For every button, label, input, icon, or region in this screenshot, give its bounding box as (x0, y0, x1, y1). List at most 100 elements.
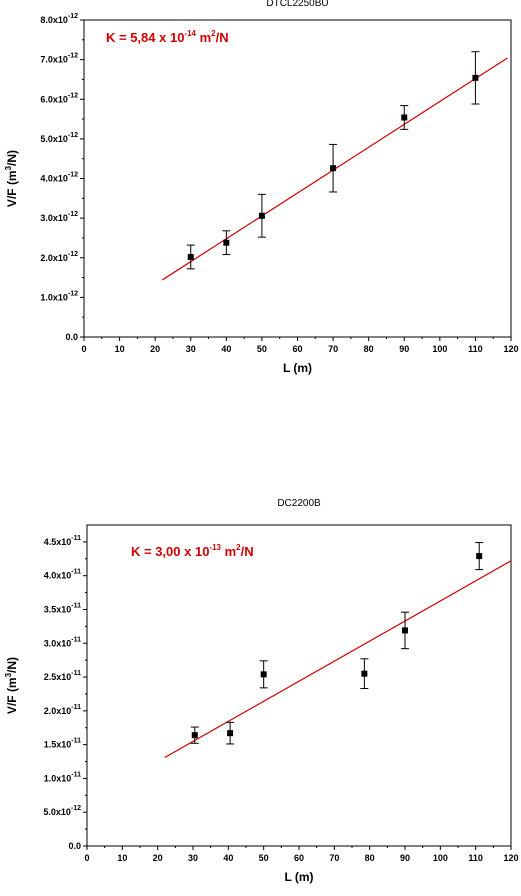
y-tick-label: 3.0x10-11 (44, 636, 81, 648)
y-tick-mantissa: 3.0x10 (40, 213, 68, 223)
y-tick-label: 3.0x10-12 (40, 211, 78, 223)
y-tick-mantissa: 2.0x10 (44, 706, 72, 716)
y-tick-mantissa: 1.0x10 (40, 292, 68, 302)
plot-frame (86, 524, 512, 847)
data-point (401, 114, 408, 121)
y-tick-label: 0.0 (65, 332, 78, 342)
k-annotation-text: K = 3,00 x 10 (131, 544, 209, 559)
data-point (476, 553, 483, 560)
y-axis-label-text: /N) (5, 150, 19, 166)
x-tick-label: 110 (468, 344, 483, 354)
x-tick-label: 70 (329, 853, 339, 863)
data-point (330, 165, 337, 172)
k-annotation-text: K = 5,84 x 10 (106, 30, 184, 45)
chart-1: DTCL2250BU 0 10 20 30 40 50 60 70 80 90 100 110 120 0.… (4, 0, 519, 375)
y-tick-label: 1.0x10-12 (40, 290, 78, 302)
x-tick-label: 120 (503, 853, 518, 863)
data-point (402, 627, 408, 634)
k-annotation-exponent: -14 (184, 29, 196, 38)
y-tick-mantissa: 5.0x10 (43, 807, 71, 817)
x-tick-label: 40 (223, 853, 233, 863)
y-tick-label: 3.5x10-11 (44, 602, 81, 614)
k-annotation: K = 5,84 x 10-14 m2/N (106, 29, 229, 45)
data-point (361, 670, 368, 677)
data-point (187, 253, 194, 260)
k-annotation-sup: 2 (236, 543, 241, 552)
k-annotation-text: /N (216, 30, 229, 45)
y-tick-label: 2.0x10-11 (44, 704, 81, 716)
y-tick-exponent: -12 (68, 290, 78, 297)
y-tick-exponent: -12 (68, 251, 78, 258)
y-tick-mantissa: 0.0 (65, 332, 78, 342)
y-tick-exponent: -11 (71, 771, 81, 778)
y-tick-exponent: -12 (68, 132, 78, 139)
y-axis-label: V/F (m3/N) (4, 150, 19, 207)
x-tick-label: 20 (150, 344, 160, 354)
y-tick-label: 0.0 (68, 841, 81, 851)
y-tick-mantissa: 3.0x10 (44, 638, 72, 648)
y-tick-mantissa: 4.5x10 (44, 537, 72, 547)
x-tick-label: 10 (115, 344, 125, 354)
x-tick-label: 120 (503, 344, 518, 354)
y-tick-mantissa: 0.0 (68, 841, 81, 851)
y-tick-mantissa: 4.0x10 (44, 571, 72, 581)
x-tick-label: 80 (364, 344, 374, 354)
chart-title: DC2200B (277, 498, 321, 509)
y-tick-mantissa: 8.0x10 (40, 15, 68, 25)
k-annotation-sup: 2 (211, 29, 216, 38)
y-tick-mantissa: 5.0x10 (40, 134, 68, 144)
x-tick-label: 80 (365, 853, 375, 863)
x-tick-label: 0 (81, 344, 86, 354)
y-tick-exponent: -12 (68, 92, 78, 99)
x-tick-label: 40 (221, 344, 231, 354)
x-tick-label: 10 (117, 853, 127, 863)
x-tick-label: 0 (84, 853, 89, 863)
y-tick-exponent: -11 (71, 670, 81, 677)
y-tick-exponent: -12 (68, 53, 78, 60)
y-tick-exponent: -11 (71, 704, 81, 711)
x-tick-label: 60 (292, 344, 302, 354)
x-tick-label: 30 (186, 344, 196, 354)
data-point (191, 732, 198, 739)
y-tick-label: 4.0x10-11 (44, 569, 81, 581)
x-tick-label: 50 (257, 344, 267, 354)
k-annotation: K = 3,00 x 10-13 m2/N (131, 543, 254, 559)
y-tick-mantissa: 3.5x10 (44, 604, 72, 614)
y-tick-label: 2.5x10-11 (44, 670, 81, 682)
x-tick-label: 90 (400, 853, 410, 863)
k-annotation-text: /N (241, 544, 254, 559)
y-tick-mantissa: 4.0x10 (40, 174, 68, 184)
fit-line (164, 560, 512, 758)
k-annotation-exponent: -13 (209, 543, 221, 552)
x-tick-label: 100 (432, 344, 447, 354)
y-tick-label: 7.0x10-12 (40, 53, 78, 65)
y-tick-exponent: -11 (71, 738, 81, 745)
y-tick-exponent: -12 (68, 211, 78, 218)
y-axis-label-text: V/F (m (5, 170, 19, 207)
y-tick-label: 6.0x10-12 (40, 92, 78, 104)
plot-frame (83, 19, 512, 338)
y-axis-label-sup: 3 (4, 672, 13, 677)
y-tick-mantissa: 7.0x10 (40, 55, 68, 65)
y-tick-mantissa: 1.5x10 (44, 740, 72, 750)
x-axis-label: L (m) (283, 361, 312, 375)
chart-2: DC2200B 0 10 20 30 40 50 60 70 80 90 100 110 120 0.0 5.… (4, 498, 519, 884)
data-point (472, 74, 479, 81)
x-tick-label: 50 (259, 853, 269, 863)
x-tick-label: 70 (328, 344, 338, 354)
x-tick-label: 20 (153, 853, 163, 863)
y-axis-label-text: V/F (m (5, 677, 19, 714)
y-tick-mantissa: 2.0x10 (40, 253, 68, 263)
y-tick-exponent: -12 (68, 172, 78, 179)
y-tick-exponent: -11 (71, 569, 81, 576)
y-axis-label: V/F (m3/N) (4, 657, 19, 714)
x-tick-label: 110 (468, 853, 483, 863)
x-axis-label: L (m) (284, 870, 313, 884)
y-tick-mantissa: 1.0x10 (44, 773, 72, 783)
y-tick-exponent: -12 (68, 13, 78, 20)
x-tick-label: 100 (433, 853, 448, 863)
y-tick-label: 5.0x10-12 (40, 132, 78, 144)
y-axis-label-text: /N) (5, 657, 19, 673)
y-tick-label: 1.5x10-11 (44, 738, 81, 750)
